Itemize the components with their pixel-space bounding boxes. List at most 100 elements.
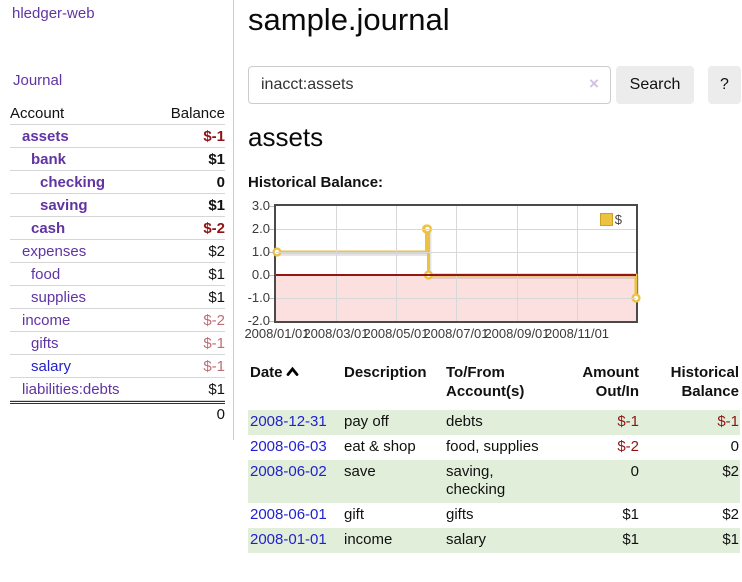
main-content: sample.journal × Search ? assets Histori…: [244, 0, 742, 582]
accounts-total-row: 0: [10, 401, 225, 425]
account-link-saving[interactable]: saving: [40, 197, 88, 214]
transaction-date-link[interactable]: 2008-01-01: [250, 531, 327, 548]
account-name-cell: income: [10, 309, 154, 332]
account-link-liabilities-debts[interactable]: liabilities:debts: [22, 381, 120, 398]
table-row: 2008-01-01 income salary $1 $1: [248, 528, 740, 553]
table-row: 2008-06-01 gift gifts $1 $2: [248, 503, 740, 528]
register-accounts-cell: salary: [446, 528, 556, 553]
register-date-cell: 2008-06-02: [248, 460, 344, 503]
y-tick-label: 0.0: [251, 267, 270, 282]
account-balance: $-2: [153, 309, 225, 332]
register-balance-cell: 0: [730, 438, 739, 455]
account-name-cell: liabilities:debts: [10, 378, 154, 401]
account-link-salary[interactable]: salary: [31, 358, 72, 375]
account-link-gifts[interactable]: gifts: [31, 335, 59, 352]
transaction-date-link[interactable]: 2008-06-03: [250, 438, 327, 455]
account-balance: $1: [153, 286, 225, 309]
transaction-date-link[interactable]: 2008-06-02: [250, 463, 327, 480]
accounts-header-balance: Balance: [153, 102, 225, 125]
register-accounts-cell: gifts: [446, 506, 474, 523]
register-description-cell: save: [344, 460, 446, 503]
register-date-cell: 2008-06-03: [248, 435, 344, 460]
account-row: saving $1: [10, 194, 225, 217]
account-balance: $2: [153, 240, 225, 263]
register-header-date-label: Date: [250, 364, 283, 381]
account-link-expenses[interactable]: expenses: [22, 243, 87, 260]
y-tick-label: 1.0: [251, 244, 270, 259]
v-gridline: [517, 206, 518, 321]
search-form: × Search ?: [248, 66, 742, 104]
account-row: checking 0: [10, 171, 225, 194]
legend-label: $: [614, 212, 622, 227]
accounts-table-body: assets $-1 bank $1 checking 0 saving $1 cash $-2 e…: [10, 125, 225, 401]
accounts-header-account: Account: [10, 102, 154, 125]
register-table-body: 2008-12-31 pay off debts $-1 $-1 2008-06-03 ea…: [248, 410, 740, 553]
account-row: assets $-1: [10, 125, 225, 148]
chart-title: Historical Balance:: [248, 174, 384, 191]
account-balance: $1: [153, 263, 225, 286]
account-balance: $-1: [153, 332, 225, 355]
account-balance: $1: [153, 194, 225, 217]
y-axis-tick: [269, 275, 274, 276]
register-date-cell: 2008-06-01: [248, 503, 344, 528]
register-accounts-cell: debts: [446, 410, 556, 435]
account-link-cash[interactable]: cash: [31, 220, 66, 237]
account-link-assets[interactable]: assets: [22, 128, 69, 145]
account-row: expenses $2: [10, 240, 225, 263]
account-link-checking[interactable]: checking: [40, 174, 106, 191]
accounts-header-row: Account Balance: [10, 102, 225, 125]
chart-legend: $: [597, 212, 624, 229]
register-header-date[interactable]: Date: [248, 361, 344, 410]
accounts-table: Account Balance assets $-1 bank $1 checking 0…: [10, 102, 225, 425]
register-amount-cell: $1: [622, 506, 639, 523]
zero-line: [276, 274, 636, 276]
register-description-cell: pay off: [344, 410, 446, 435]
account-row: income $-2: [10, 309, 225, 332]
register-header-accounts: To/From Account(s): [446, 364, 525, 400]
register-amount-cell: $1: [556, 528, 640, 553]
account-link-food[interactable]: food: [31, 266, 61, 283]
help-button[interactable]: ?: [708, 66, 741, 104]
account-row: food $1: [10, 263, 225, 286]
register-header-description: Description: [344, 364, 427, 381]
account-link-supplies[interactable]: supplies: [31, 289, 87, 306]
transaction-date-link[interactable]: 2008-06-01: [250, 506, 327, 523]
account-heading: assets: [248, 122, 324, 152]
page-title: sample.journal: [248, 2, 450, 37]
account-link-bank[interactable]: bank: [31, 151, 67, 168]
search-input[interactable]: [248, 66, 611, 104]
register-description-cell: gift: [344, 506, 365, 523]
transaction-date-link[interactable]: 2008-12-31: [250, 413, 327, 430]
x-tick-label: 2008/01/01: [244, 326, 310, 341]
sidebar: hledger-web Journal Account Balance asse…: [0, 0, 234, 440]
search-button[interactable]: Search: [616, 66, 694, 104]
data-point-marker: [272, 247, 282, 257]
account-link-income[interactable]: income: [22, 312, 71, 329]
sidebar-item-journal[interactable]: Journal: [13, 72, 63, 89]
y-tick-label: 2.0: [251, 221, 270, 236]
account-name-cell: expenses: [10, 240, 154, 263]
register-amount-cell: 0: [556, 460, 640, 503]
register-balance-cell: $2: [640, 460, 740, 503]
register-balance-cell: $2: [722, 506, 739, 523]
account-balance: $1: [153, 378, 225, 401]
account-balance: $-1: [153, 125, 225, 148]
y-axis-tick: [269, 321, 274, 322]
balance-chart: $ 2008/01/01 2008/03/01 2008/05/01 2008/07/…: [244, 196, 742, 348]
register-balance-cell: $-1: [640, 410, 740, 435]
series-shadow: [278, 230, 639, 301]
clear-search-icon[interactable]: ×: [589, 74, 599, 93]
register-date-cell: 2008-12-31: [248, 410, 344, 435]
app-title-link[interactable]: hledger-web: [12, 5, 95, 22]
account-name-cell: food: [10, 263, 154, 286]
register-description-cell: eat & shop: [344, 438, 416, 455]
x-tick-label: 2008/05/01: [363, 326, 429, 341]
table-row: 2008-06-03 eat & shop food, supplies $-2 0: [248, 435, 740, 460]
account-balance: $1: [153, 148, 225, 171]
x-tick-label: 2008/03/01: [303, 326, 369, 341]
account-balance: 0: [153, 171, 225, 194]
x-tick-label: 2008/09/01: [484, 326, 550, 341]
sort-ascending-icon: [286, 366, 298, 376]
account-row: gifts $-1: [10, 332, 225, 355]
accounts-total-balance: 0: [153, 401, 225, 425]
